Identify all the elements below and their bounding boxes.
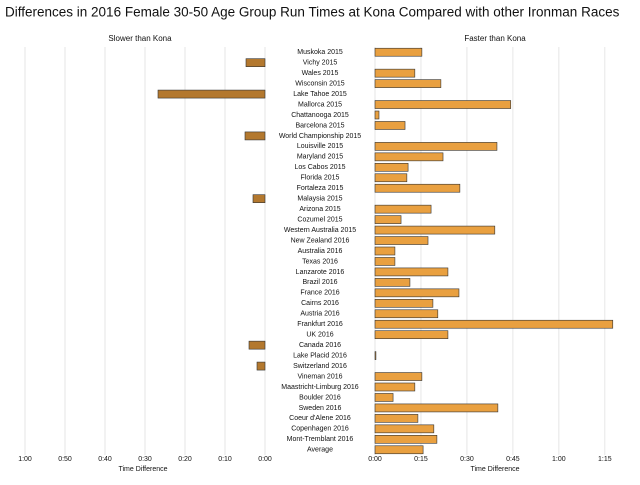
category-label: Florida 2015 — [301, 175, 340, 182]
bar — [374, 288, 460, 298]
category-label: Switzerland 2016 — [293, 363, 347, 370]
bar — [374, 236, 429, 245]
bar — [374, 215, 402, 224]
x-tick-label: 0:00 — [258, 456, 272, 463]
bar — [374, 47, 423, 57]
category-label: Brazil 2016 — [302, 279, 337, 286]
bar — [374, 351, 377, 360]
x-tick-label: 0:30 — [460, 456, 474, 463]
category-label: Wales 2015 — [302, 70, 339, 77]
bar — [374, 142, 498, 151]
x-axis-label: Time Difference — [470, 466, 519, 473]
bar — [374, 435, 438, 444]
bar — [374, 225, 496, 235]
category-label: Wisconsin 2015 — [295, 80, 345, 87]
x-tick-label: 1:15 — [598, 456, 612, 463]
bar — [374, 173, 408, 183]
bar — [374, 445, 424, 455]
x-tick-label: 0:10 — [218, 456, 232, 463]
bar — [374, 403, 499, 413]
bar — [374, 204, 432, 214]
category-label: Lake Tahoe 2015 — [293, 91, 347, 98]
category-label: Barcelona 2015 — [295, 122, 344, 129]
category-label: Australia 2016 — [298, 248, 343, 255]
category-label: Mallorca 2015 — [298, 101, 342, 108]
bar — [248, 340, 266, 350]
bar — [252, 194, 266, 203]
x-tick-label: 1:00 — [552, 456, 566, 463]
x-tick-label: 0:30 — [138, 456, 152, 463]
category-label: New Zealand 2016 — [291, 237, 350, 244]
bar — [245, 58, 266, 67]
category-label: Malaysia 2015 — [297, 196, 342, 203]
category-label: Chattanooga 2015 — [291, 112, 349, 119]
x-tick-label: 0:00 — [368, 456, 382, 463]
x-tick-label: 1:00 — [18, 456, 32, 463]
category-label: Western Australia 2015 — [284, 227, 356, 234]
bar — [157, 89, 266, 99]
bar — [374, 319, 614, 329]
category-label: Cozumel 2015 — [297, 216, 342, 223]
panel-title: Faster than Kona — [464, 34, 526, 43]
bar — [374, 68, 416, 78]
category-label: Frankfurt 2016 — [297, 321, 343, 328]
category-label: Maastricht-Limburg 2016 — [281, 384, 359, 391]
category-label: Los Cabos 2015 — [295, 164, 346, 171]
category-label: France 2016 — [300, 290, 339, 297]
bar — [374, 278, 411, 287]
category-label: Canada 2016 — [299, 342, 341, 349]
bar — [374, 100, 512, 109]
bar — [374, 79, 442, 88]
x-tick-label: 0:45 — [506, 456, 520, 463]
bar — [374, 183, 461, 193]
category-label: Louisville 2015 — [297, 143, 343, 150]
bar — [374, 163, 409, 172]
bar — [374, 372, 423, 381]
bar — [374, 414, 419, 423]
category-label: Average — [307, 447, 333, 454]
category-label: Vichy 2015 — [303, 60, 338, 67]
bar — [374, 257, 396, 266]
category-label: World Championship 2015 — [279, 133, 361, 140]
category-label: Arizona 2015 — [299, 206, 340, 213]
category-label: Mont-Tremblant 2016 — [287, 436, 354, 443]
x-tick-label: 0:50 — [58, 456, 72, 463]
category-label: Lake Placid 2016 — [293, 352, 347, 359]
x-tick-label: 0:15 — [414, 456, 428, 463]
bar — [374, 110, 380, 120]
category-label: Fortaleza 2015 — [297, 185, 344, 192]
category-label: Coeur d'Alene 2016 — [289, 415, 351, 422]
bar — [374, 152, 444, 162]
category-label: Cairns 2016 — [301, 300, 339, 307]
category-label: Vineman 2016 — [297, 373, 342, 380]
bar — [374, 330, 449, 339]
panel-title: Slower than Kona — [108, 34, 172, 43]
bar — [244, 131, 266, 141]
category-label: Sweden 2016 — [299, 405, 342, 412]
category-label: Texas 2016 — [302, 258, 338, 265]
category-label: Muskoka 2015 — [297, 49, 343, 56]
x-axis-label: Time Difference — [118, 466, 167, 473]
chart-title: Differences in 2016 Female 30-50 Age Gro… — [5, 5, 620, 20]
bar — [374, 299, 434, 308]
category-label: Maryland 2015 — [297, 154, 343, 161]
category-label: UK 2016 — [306, 332, 333, 339]
bar — [374, 246, 396, 256]
bar — [374, 393, 394, 402]
x-tick-label: 0:20 — [178, 456, 192, 463]
bar — [374, 121, 406, 130]
bar — [256, 361, 266, 371]
bar — [374, 424, 435, 434]
bar — [374, 309, 439, 319]
bar — [374, 267, 449, 277]
category-label: Boulder 2016 — [299, 394, 341, 401]
x-tick-label: 0:40 — [98, 456, 112, 463]
category-label: Austria 2016 — [300, 311, 339, 318]
category-label: Copenhagen 2016 — [291, 426, 349, 433]
category-label: Lanzarote 2016 — [296, 269, 345, 276]
bar — [374, 382, 416, 392]
